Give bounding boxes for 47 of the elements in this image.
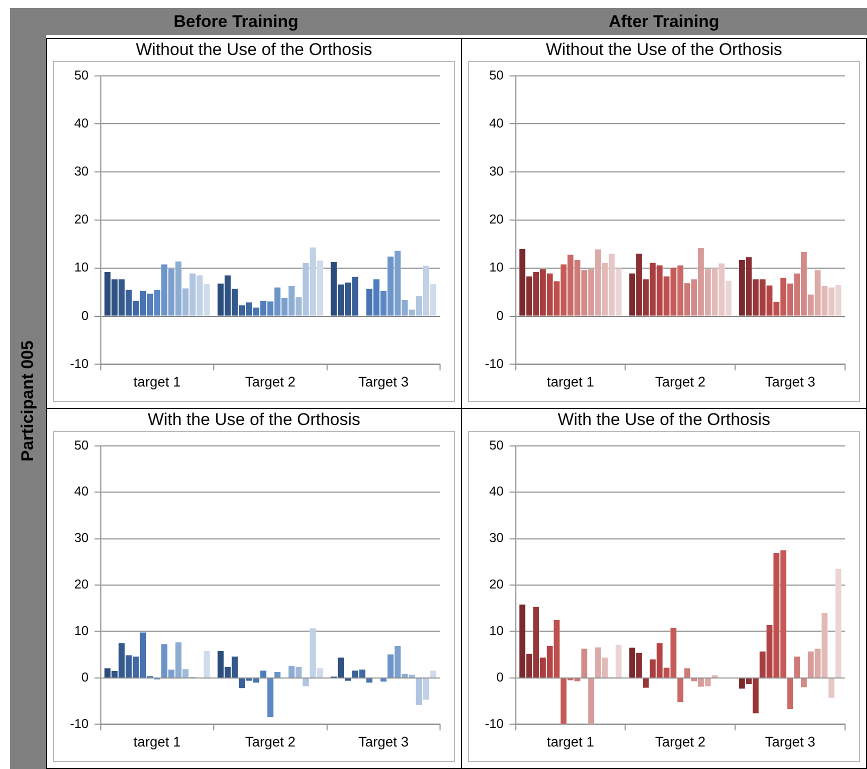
y-tick-label: 10	[74, 623, 89, 638]
y-tick-label: 40	[489, 115, 504, 130]
x-tick-label: Target 3	[358, 374, 409, 390]
y-tick-label: 30	[74, 530, 89, 546]
x-tick-label: Target 3	[765, 374, 816, 390]
y-tick-label: 10	[74, 260, 89, 275]
y-tick-label: 50	[489, 67, 504, 82]
y-tick-label: 0	[496, 308, 504, 323]
y-tick-label: -10	[70, 356, 89, 371]
x-tick-label: Target 3	[358, 734, 409, 750]
x-tick-label: target 1	[546, 374, 594, 390]
y-tick-label: 50	[489, 437, 504, 452]
y-tick-label: 30	[74, 164, 89, 179]
x-tick-label: target 1	[546, 734, 594, 750]
x-tick-label: Target 2	[245, 734, 296, 750]
y-tick-label: 20	[489, 576, 504, 592]
chart-title: With the Use of the Orthosis	[556, 410, 772, 430]
y-tick-label: 0	[81, 670, 89, 685]
y-tick-label: 0	[496, 670, 504, 685]
x-tick-label: target 1	[134, 734, 181, 750]
chart-title: With the Use of the Orthosis	[146, 410, 362, 430]
y-tick-label: 20	[74, 212, 89, 227]
x-tick-label: Target 2	[655, 734, 706, 750]
y-tick-label: 10	[489, 260, 504, 275]
y-tick-label: -10	[484, 716, 504, 731]
y-tick-label: 40	[74, 484, 89, 499]
text: After Training	[461, 8, 867, 35]
y-tick-label: 50	[74, 67, 89, 82]
y-tick-label: 20	[74, 576, 89, 592]
y-tick-label: 40	[489, 484, 504, 499]
y-tick-label: 0	[81, 308, 89, 323]
x-tick-label: Target 3	[765, 734, 816, 750]
x-tick-label: Target 2	[655, 374, 706, 390]
chart-title: Without the Use of the Orthosis	[544, 40, 784, 60]
y-tick-label: 50	[74, 437, 89, 452]
text: Participant 005	[18, 340, 38, 462]
y-tick-label: 40	[74, 115, 89, 130]
x-tick-label: Target 2	[245, 374, 296, 390]
y-tick-label: 10	[489, 623, 504, 638]
y-tick-label: -10	[484, 356, 504, 371]
y-tick-label: 30	[489, 530, 504, 546]
x-tick-label: target 1	[134, 374, 181, 390]
text: Before Training	[10, 8, 462, 35]
chart-title: Without the Use of the Orthosis	[134, 40, 374, 60]
y-tick-label: 30	[489, 164, 504, 179]
y-tick-label: -10	[70, 716, 89, 731]
y-tick-label: 20	[489, 212, 504, 227]
